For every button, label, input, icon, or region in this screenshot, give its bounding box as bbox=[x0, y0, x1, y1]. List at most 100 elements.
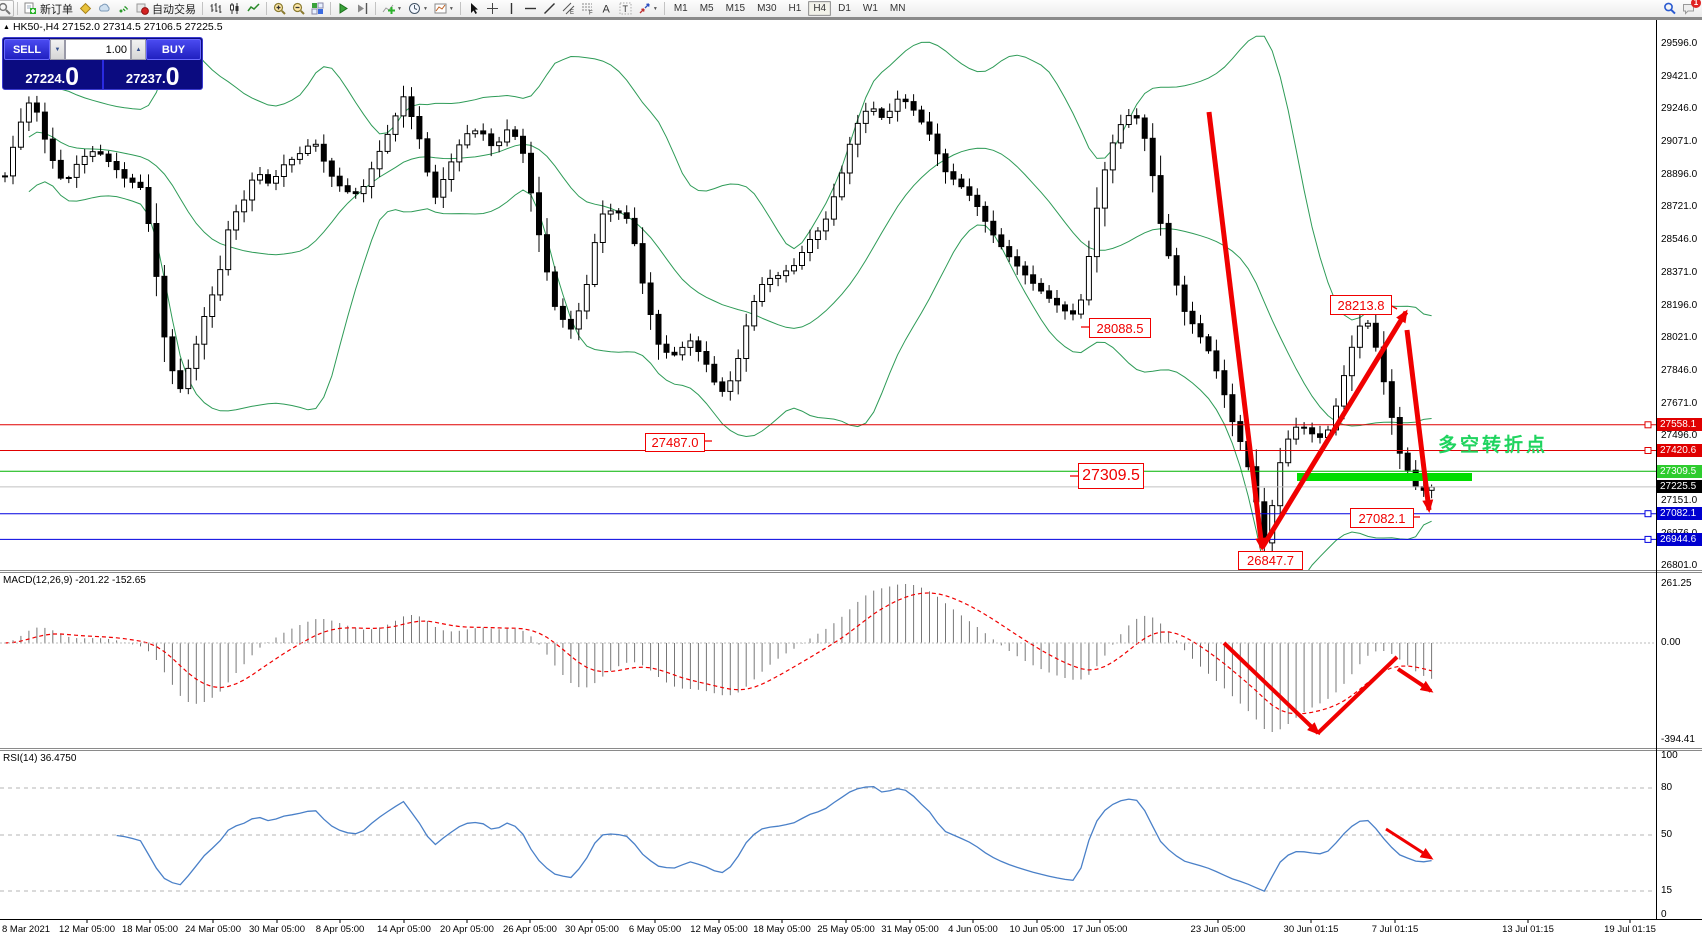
timeframe-M15-button[interactable]: M15 bbox=[725, 3, 746, 14]
tile-windows-icon[interactable] bbox=[308, 0, 327, 17]
candlestick-series bbox=[2, 85, 1435, 561]
market-watch-icon-icon bbox=[0, 2, 11, 15]
volume-up-button[interactable]: ▲ bbox=[131, 39, 146, 60]
fibonacci-icon: F bbox=[581, 2, 594, 15]
channel-icon: E bbox=[562, 2, 575, 15]
templates-icon bbox=[434, 2, 447, 15]
timeframe-MN-button[interactable]: MN bbox=[889, 3, 906, 14]
trend-arrow[interactable] bbox=[1404, 329, 1434, 513]
trend-arrow[interactable] bbox=[1206, 111, 1267, 551]
charts-cloud-icon-icon bbox=[98, 2, 111, 15]
chevron-down-icon: ▼ bbox=[448, 5, 454, 12]
new-order-icon bbox=[24, 2, 37, 15]
volume-input[interactable]: 1.00 bbox=[65, 39, 131, 60]
indicators-icon bbox=[382, 2, 395, 15]
candlestick-chart-icon-icon bbox=[228, 2, 241, 15]
trend-arrow[interactable] bbox=[1385, 827, 1434, 860]
price-divider bbox=[101, 60, 104, 89]
hline-icon bbox=[524, 2, 537, 15]
zoom-out-button[interactable] bbox=[289, 0, 308, 17]
cursor-icon bbox=[467, 2, 480, 15]
market-watch-icon[interactable] bbox=[0, 0, 14, 17]
timeframe-H4-button[interactable]: H4 bbox=[808, 1, 832, 16]
new-order-button[interactable]: 新订单 bbox=[21, 0, 76, 17]
buy-button[interactable]: BUY bbox=[146, 39, 201, 60]
crosshair-tool[interactable] bbox=[483, 0, 502, 17]
line-chart-icon-icon bbox=[247, 2, 260, 15]
trendline-icon bbox=[543, 2, 556, 15]
label-tool[interactable]: T bbox=[616, 0, 635, 17]
one-click-trade-panel: SELL ▼ 1.00 ▲ BUY 27224. 0 27237. 0 bbox=[2, 37, 203, 90]
buy-price[interactable]: 27237. 0 bbox=[104, 60, 203, 91]
timeframe-M1-button[interactable]: M1 bbox=[673, 3, 688, 14]
toolbar-separator bbox=[266, 2, 267, 15]
trendline-tool[interactable] bbox=[540, 0, 559, 17]
trend-arrow[interactable] bbox=[1259, 309, 1409, 550]
autotrading-button[interactable]: 自动交易 bbox=[133, 0, 199, 17]
rsi-line bbox=[116, 785, 1432, 893]
arrows-tool[interactable]: ▼ bbox=[635, 0, 661, 17]
fibonacci-tool[interactable]: F bbox=[578, 0, 597, 17]
chevron-down-icon: ▼ bbox=[422, 5, 428, 12]
svg-text:A: A bbox=[602, 4, 610, 16]
macd-histogram bbox=[12, 584, 1433, 732]
toolbar-separator bbox=[663, 2, 665, 15]
signals-icon[interactable] bbox=[114, 0, 133, 17]
zoom-in-icon bbox=[273, 2, 286, 15]
bar-chart-icon[interactable] bbox=[206, 0, 225, 17]
timeframe-M5-button[interactable]: M5 bbox=[699, 3, 714, 14]
templates-button[interactable]: ▼ bbox=[431, 0, 457, 17]
support-zone-bar[interactable] bbox=[1297, 473, 1472, 481]
text-tool[interactable]: A bbox=[597, 0, 616, 17]
periods-button[interactable]: ▼ bbox=[405, 0, 431, 17]
vline-tool[interactable] bbox=[502, 0, 521, 17]
autotrading-icon bbox=[136, 2, 149, 15]
hline-handle[interactable] bbox=[1644, 510, 1652, 518]
trend-arrow[interactable] bbox=[1316, 655, 1399, 735]
auto-scroll-button[interactable] bbox=[334, 0, 353, 17]
candlestick-chart-icon[interactable] bbox=[225, 0, 244, 17]
main-toolbar: 新订单 自动交易 ▼ ▼ ▼ E F A T ▼ M1 M5 M15 M30 H1 H4 D1 W1 MN 1 bbox=[0, 0, 1702, 19]
profile-icon-icon bbox=[79, 2, 92, 15]
sell-price-main: 27224. bbox=[25, 71, 66, 86]
zoom-in-button[interactable] bbox=[270, 0, 289, 17]
hline-handle[interactable] bbox=[1644, 447, 1652, 454]
channel-tool[interactable]: E bbox=[559, 0, 578, 17]
macd-signal-line bbox=[4, 592, 1432, 715]
toolbar-separator bbox=[17, 2, 18, 15]
trend-arrow[interactable] bbox=[1396, 667, 1434, 693]
cursor-tool[interactable] bbox=[464, 0, 483, 17]
line-chart-icon[interactable] bbox=[244, 0, 263, 17]
bar-chart-icon-icon bbox=[209, 2, 222, 15]
bollinger-bands bbox=[28, 35, 1432, 570]
timeframe-H1-button[interactable]: H1 bbox=[788, 3, 802, 14]
vline-icon bbox=[505, 2, 518, 15]
chart-shift-button[interactable] bbox=[353, 0, 372, 17]
charts-cloud-icon[interactable] bbox=[95, 0, 114, 17]
trend-arrow[interactable] bbox=[1222, 641, 1321, 736]
search-button[interactable] bbox=[1660, 0, 1679, 17]
volume-down-button[interactable]: ▼ bbox=[50, 39, 65, 60]
periods-icon bbox=[408, 2, 421, 15]
buy-price-big-digit: 0 bbox=[165, 63, 180, 91]
buy-price-main: 27237. bbox=[125, 71, 166, 86]
notifications-button[interactable]: 1 bbox=[1679, 0, 1701, 17]
hline-tool[interactable] bbox=[521, 0, 540, 17]
indicators-button[interactable]: ▼ bbox=[379, 0, 405, 17]
timeframe-W1-button[interactable]: W1 bbox=[862, 3, 878, 14]
turning-point-label[interactable]: 多空转折点 bbox=[1438, 435, 1549, 456]
timeframe-D1-button[interactable]: D1 bbox=[838, 3, 851, 14]
timeframe-M30-button[interactable]: M30 bbox=[757, 3, 777, 14]
toolbar-separator bbox=[375, 2, 376, 15]
sell-button[interactable]: SELL bbox=[4, 39, 50, 60]
zoom-out-icon bbox=[292, 2, 305, 15]
collapse-triangle-icon[interactable]: ▲ bbox=[3, 24, 10, 31]
hline-handle[interactable] bbox=[1644, 421, 1652, 429]
sell-price-big-digit: 0 bbox=[65, 63, 80, 91]
toolbar-separator bbox=[330, 2, 331, 15]
hline-handle[interactable] bbox=[1644, 535, 1652, 543]
sell-price[interactable]: 27224. 0 bbox=[3, 60, 102, 91]
toolbar-separator bbox=[202, 2, 203, 15]
profile-icon[interactable] bbox=[76, 0, 95, 17]
